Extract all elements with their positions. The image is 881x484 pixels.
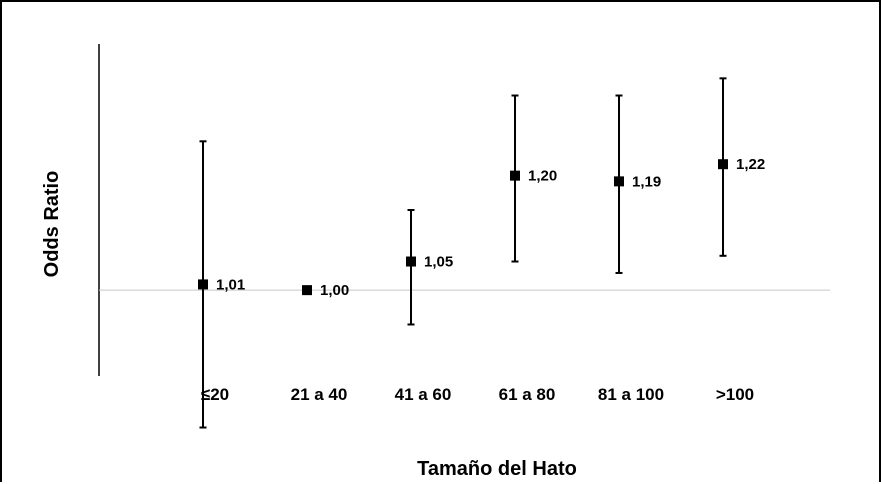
point-marker <box>406 256 416 267</box>
x-tick-label: ≤20 <box>201 385 229 404</box>
point-marker <box>510 170 520 181</box>
point-marker <box>198 279 208 290</box>
data-label: 1,20 <box>528 168 557 185</box>
y-axis-title: Odds Ratio <box>41 171 63 278</box>
x-tick-label: 21 a 40 <box>291 385 348 404</box>
data-label: 1,01 <box>216 276 245 293</box>
x-tick-label: 81 a 100 <box>598 385 664 404</box>
point-marker <box>302 285 312 296</box>
x-axis-title: Tamaño del Hato <box>417 458 577 480</box>
x-tick-label: 41 a 60 <box>395 385 452 404</box>
point-marker <box>614 176 624 187</box>
data-label: 1,22 <box>736 156 765 173</box>
point-marker <box>718 159 728 170</box>
marks-group: 1,01 ≤20 1,00 21 a 40 1,05 41 a 60 1,20 61 a 80… <box>198 77 765 429</box>
data-label: 1,19 <box>632 173 661 190</box>
x-tick-label: 61 a 80 <box>499 385 556 404</box>
data-label: 1,00 <box>320 282 349 299</box>
x-tick-label: >100 <box>716 385 754 404</box>
data-label: 1,05 <box>424 254 453 271</box>
